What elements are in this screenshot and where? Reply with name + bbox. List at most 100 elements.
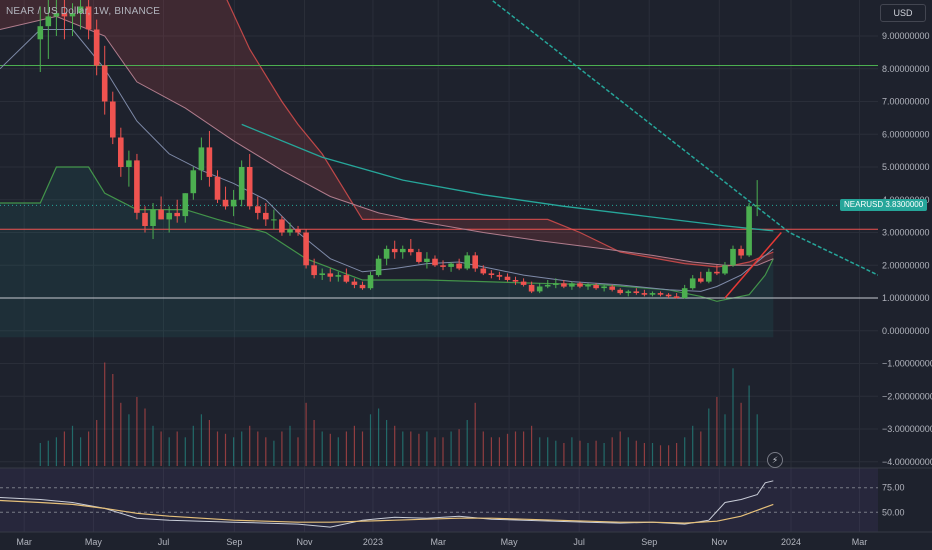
volume-bar — [611, 437, 613, 467]
candle — [504, 276, 511, 280]
candle — [343, 275, 350, 282]
candle — [649, 293, 656, 295]
candle — [303, 232, 309, 266]
candle — [472, 255, 478, 269]
y-tick-label: −3.00000000 — [882, 424, 932, 434]
volume-bar — [490, 437, 492, 467]
candle — [448, 263, 454, 267]
rsi-background — [0, 468, 878, 532]
volume-bar — [651, 443, 654, 466]
y-tick-label: 1.00000000 — [882, 293, 930, 303]
candle — [536, 286, 543, 292]
volume-bar — [627, 437, 629, 467]
volume-bar — [571, 437, 573, 467]
candle — [222, 199, 229, 207]
candle — [553, 283, 559, 285]
candle — [118, 137, 124, 167]
candle — [271, 219, 277, 221]
x-tick-label: Sep — [226, 537, 242, 547]
candle — [633, 291, 640, 293]
volume-bar — [241, 431, 243, 466]
volume-bar — [192, 425, 194, 467]
volume-bar — [160, 431, 162, 466]
x-tick-label: 2023 — [363, 537, 383, 547]
candle — [287, 229, 293, 233]
candle — [544, 284, 551, 287]
volume-bar — [120, 402, 122, 467]
candle — [665, 294, 672, 297]
y-axis: 9.00000000 8.00000000 7.00000000 6.00000000… — [882, 31, 932, 517]
candle — [158, 209, 164, 220]
volume-bar — [144, 408, 146, 466]
volume-bar — [756, 414, 758, 467]
volume-bar — [176, 431, 178, 466]
candle — [722, 265, 728, 274]
y-tick-label: 3.00000000 — [882, 228, 930, 238]
volume-bar — [345, 431, 347, 466]
candle — [367, 275, 374, 289]
volume-bar — [708, 408, 710, 466]
candle — [424, 258, 430, 262]
x-tick-label: Sep — [641, 537, 657, 547]
volume-bar — [482, 431, 484, 466]
candle — [383, 248, 390, 259]
candle — [754, 205, 760, 207]
volume-bar — [498, 437, 500, 467]
volume-bar — [55, 437, 57, 467]
y-tick-label: −4.00000000 — [882, 457, 932, 467]
candle — [593, 284, 599, 289]
rsi-tick-label: 75.00 — [882, 483, 905, 493]
volume-bar — [313, 420, 315, 466]
candle — [230, 199, 237, 207]
volume-bar — [692, 425, 694, 467]
last-price-label: NEARUSD 3.8300000 — [840, 199, 928, 211]
upper-band-fill — [0, 0, 774, 267]
candle — [142, 212, 148, 226]
candle — [698, 278, 704, 282]
y-tick-label: 9.00000000 — [882, 31, 930, 41]
x-tick-label: Mar — [16, 537, 32, 547]
x-tick-label: Jul — [158, 537, 170, 547]
volume-bar — [337, 437, 339, 467]
x-tick-label: Mar — [852, 537, 868, 547]
candle — [150, 209, 156, 226]
volume-bar — [297, 437, 299, 467]
candle — [416, 252, 422, 262]
volume-bar — [748, 385, 750, 466]
candle — [319, 273, 325, 275]
ma-long-line — [0, 15, 774, 266]
lightning-icon[interactable]: ⚡ — [767, 452, 783, 468]
candle — [295, 229, 301, 233]
y-tick-label: 6.00000000 — [882, 129, 930, 139]
volume-bar — [112, 374, 114, 466]
candle — [617, 289, 623, 294]
rsi-line — [0, 480, 774, 528]
volume-bar — [619, 431, 621, 466]
candle — [601, 286, 607, 289]
x-tick-label: May — [85, 537, 103, 547]
volume-bar — [39, 443, 41, 466]
candle — [577, 283, 583, 287]
candle — [432, 258, 438, 266]
candle — [520, 281, 527, 285]
currency-button[interactable]: USD — [880, 4, 926, 22]
candle — [69, 13, 76, 17]
volume-bar — [200, 414, 202, 467]
y-tick-label: −2.00000000 — [882, 391, 932, 401]
candle — [255, 206, 261, 213]
volume-bar — [305, 402, 307, 467]
volume-bar — [684, 437, 686, 467]
volume-bar — [563, 443, 565, 466]
volume-bar — [224, 433, 227, 466]
candle — [101, 65, 108, 102]
candle — [673, 296, 680, 298]
volume-bar — [418, 433, 420, 466]
symbol-title[interactable]: NEAR / US Dollar, 1W, BINANCE — [6, 6, 161, 17]
last-price-value: 3.8300000 — [885, 200, 924, 209]
band-layer — [0, 0, 774, 338]
volume-bar — [724, 414, 726, 467]
rsi-tick-label: 50.00 — [882, 507, 905, 517]
candle — [53, 13, 60, 17]
